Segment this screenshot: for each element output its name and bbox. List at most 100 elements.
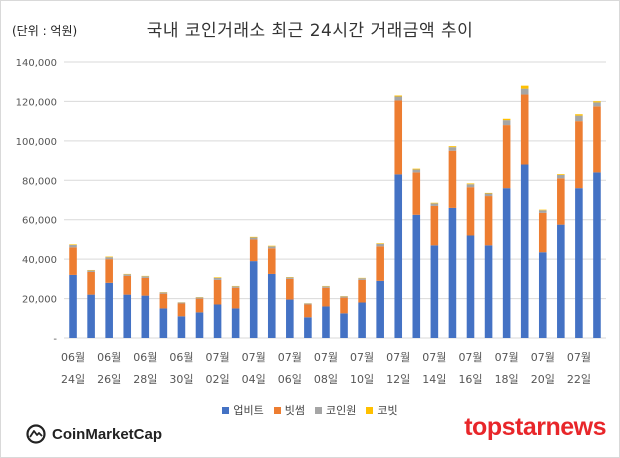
y-tick-label: 40,000 [22, 255, 57, 266]
x-tick-month: 07월 [350, 351, 374, 364]
legend-swatch [315, 407, 322, 414]
y-tick-label: 80,000 [22, 176, 57, 187]
bar-segment [484, 192, 493, 194]
bar-segment [412, 214, 421, 338]
coinmarketcap-icon [26, 424, 46, 444]
bar-segment [159, 293, 168, 309]
legend-item: 코인원 [315, 402, 356, 418]
bar-segment [105, 259, 113, 283]
bar-segment [376, 243, 384, 247]
y-tick-label: - [53, 334, 57, 345]
x-tick-month: 07월 [567, 351, 591, 364]
bar-segment [484, 245, 493, 338]
x-tick-day: 16일 [458, 372, 482, 386]
bar-segment [430, 205, 439, 246]
bar-segment [593, 101, 601, 103]
x-tick-month: 06월 [61, 351, 85, 364]
bar-segment [358, 278, 366, 280]
x-tick-month: 06월 [97, 351, 121, 364]
bar-segment [538, 212, 547, 253]
x-tick-day: 24일 [61, 372, 85, 386]
bar-segment [557, 174, 565, 179]
bar-segment [267, 248, 276, 274]
bar-segment [105, 256, 113, 258]
x-tick-month: 07월 [314, 351, 338, 364]
bar-segment [69, 244, 77, 245]
bar-segment [376, 246, 384, 281]
chart-title: 국내 코인거래소 최근 24시간 거래금액 추이 [146, 21, 474, 41]
legend-swatch [366, 407, 374, 414]
bar-segment [502, 120, 511, 126]
bar-segment [430, 245, 439, 338]
bar-segment [213, 279, 222, 305]
legend-label: 코인원 [326, 404, 357, 417]
x-tick-day: 26일 [97, 372, 121, 386]
bar-segment [249, 261, 258, 338]
x-tick-month: 07월 [531, 351, 555, 364]
x-axis-ticks: 06월 24일 06월 26일 06월 28일 06월 30일 07월 02일 07월 04일 07월 0… [61, 351, 591, 386]
x-tick-day: 06일 [278, 372, 302, 386]
bar-segment [141, 277, 150, 296]
bar-segment [538, 209, 547, 211]
bar-segment [376, 243, 384, 244]
x-tick-month: 07월 [458, 351, 482, 364]
bar-segment [87, 270, 95, 272]
bar-segment [502, 118, 511, 121]
bar-segment [322, 286, 330, 288]
bar-segment [322, 287, 330, 307]
bar-segment [575, 188, 583, 338]
x-tick-month: 07월 [278, 351, 302, 364]
bar-segment [249, 236, 258, 238]
bar-segment [195, 297, 204, 299]
bar-segment [286, 278, 294, 300]
bar-segment [412, 169, 421, 173]
x-tick-day: 08일 [314, 372, 338, 386]
bar-segment [575, 121, 583, 189]
bar-segment [69, 244, 77, 248]
legend-item: 업비트 [222, 402, 264, 418]
bar-segment [123, 294, 132, 338]
bar-segment [213, 277, 222, 280]
legend-swatch [273, 407, 281, 414]
bar-segment [286, 299, 294, 338]
coinmarketcap-logo: CoinMarketCap [26, 424, 162, 444]
bar-segment [249, 239, 258, 262]
bar-segment [557, 174, 565, 175]
coinmarketcap-text: CoinMarketCap [52, 425, 163, 443]
bar-segment [87, 271, 95, 295]
bar-segment [502, 188, 511, 338]
bar-segment [538, 210, 547, 213]
bar-segment [69, 274, 77, 338]
bar-segment [412, 172, 421, 215]
bar-segment [448, 207, 457, 338]
x-tick-day: 14일 [422, 372, 446, 386]
y-tick-label: 100,000 [16, 137, 57, 148]
bar-segment [466, 187, 475, 236]
x-tick-month: 06월 [133, 351, 157, 364]
bar-segment [466, 184, 475, 188]
bar-segment [520, 94, 529, 165]
bar-segment [304, 304, 312, 318]
unit-label: (단위 : 억원) [12, 24, 78, 38]
bar-segment [484, 196, 493, 246]
bar-segment [249, 237, 258, 240]
legend-swatch [222, 407, 230, 414]
y-tick-label: 20,000 [22, 295, 57, 306]
bar-segment [466, 235, 475, 338]
x-tick-month: 07월 [495, 351, 519, 364]
bar-segment [159, 308, 168, 338]
bar-segment [69, 247, 77, 275]
x-tick-month: 06월 [169, 351, 193, 364]
bar-segment [195, 312, 204, 338]
bar-segment [593, 102, 601, 107]
bar-segment [448, 146, 457, 148]
legend-label: 빗썸 [284, 404, 305, 417]
bar-segment [394, 100, 403, 175]
x-tick-month: 07월 [242, 351, 266, 364]
legend-item: 빗썸 [273, 402, 305, 418]
bar-segment [430, 202, 439, 204]
bar-segment [322, 306, 330, 338]
bar-segment [593, 172, 601, 338]
bar-segment [466, 183, 475, 185]
